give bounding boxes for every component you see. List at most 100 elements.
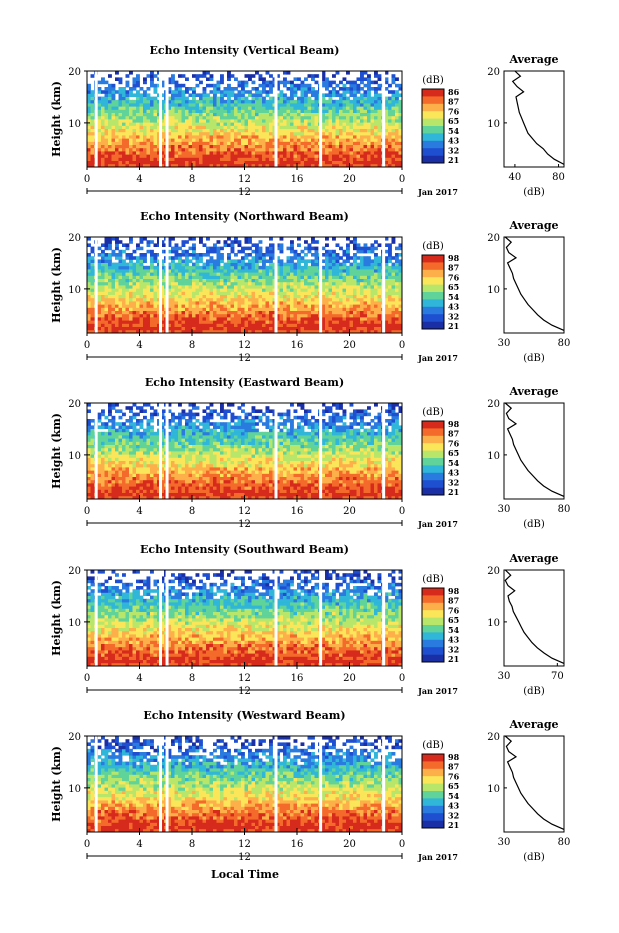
heatmap-cell bbox=[308, 113, 312, 117]
heatmap-cell bbox=[255, 307, 259, 311]
heatmap-cell bbox=[367, 298, 371, 302]
heatmap-cell bbox=[378, 298, 382, 302]
heatmap-cell bbox=[304, 106, 308, 110]
heatmap-cell bbox=[122, 272, 126, 276]
heatmap-cell bbox=[350, 103, 354, 107]
heatmap-cell bbox=[311, 247, 315, 251]
heatmap-cell bbox=[304, 116, 308, 120]
heatmap-cell bbox=[196, 327, 200, 331]
heatmap-cell bbox=[101, 250, 105, 254]
heatmap-cell bbox=[108, 486, 112, 490]
heatmap-cell bbox=[217, 320, 221, 324]
heatmap-cell bbox=[136, 122, 140, 126]
heatmap-cell bbox=[140, 247, 144, 251]
heatmap-cell bbox=[287, 141, 291, 145]
heatmap-cell bbox=[269, 311, 273, 315]
heatmap-cell bbox=[357, 135, 361, 139]
heatmap-cell bbox=[308, 138, 312, 142]
heatmap-cell bbox=[395, 263, 399, 267]
heatmap-cell bbox=[231, 122, 235, 126]
heatmap-cell bbox=[388, 138, 392, 142]
heatmap-cell bbox=[87, 148, 91, 152]
heatmap-cell bbox=[91, 74, 95, 78]
heatmap-cell bbox=[210, 323, 214, 327]
heatmap-cell bbox=[234, 119, 238, 123]
heatmap-cell bbox=[108, 493, 112, 497]
heatmap-cell bbox=[350, 285, 354, 289]
heatmap-cell bbox=[98, 441, 102, 445]
heatmap-cell bbox=[136, 311, 140, 315]
heatmap-cell bbox=[325, 275, 329, 279]
heatmap-cell bbox=[112, 282, 116, 286]
heatmap-cell bbox=[140, 161, 144, 165]
heatmap-cell bbox=[143, 237, 147, 241]
heatmap-cell bbox=[255, 93, 259, 97]
heatmap-cell bbox=[213, 291, 217, 295]
heatmap-cell bbox=[199, 74, 203, 78]
heatmap-cell bbox=[304, 327, 308, 331]
heatmap-cell bbox=[336, 320, 340, 324]
heatmap-cell bbox=[374, 122, 378, 126]
heatmap-cell bbox=[392, 141, 396, 145]
date-label: Jan 2017 bbox=[417, 353, 458, 363]
heatmap-cell bbox=[367, 93, 371, 97]
heatmap-cell bbox=[171, 151, 175, 155]
heatmap-cell bbox=[140, 285, 144, 289]
heatmap-cell bbox=[346, 90, 350, 94]
heatmap-cell bbox=[350, 119, 354, 123]
heatmap-cell bbox=[224, 151, 228, 155]
heatmap-cell bbox=[364, 122, 368, 126]
heatmap-cell bbox=[98, 119, 102, 123]
heatmap-cell bbox=[220, 122, 224, 126]
heatmap-cell bbox=[108, 272, 112, 276]
heatmap-cell bbox=[245, 272, 249, 276]
heatmap-cell bbox=[360, 74, 364, 78]
heatmap-cell bbox=[189, 314, 193, 318]
heatmap-cell bbox=[175, 247, 179, 251]
x-tick-label: 8 bbox=[189, 340, 195, 351]
heatmap-cell bbox=[280, 298, 284, 302]
heatmap-cell bbox=[238, 109, 242, 113]
panel-0: Echo Intensity (Vertical Beam)2010Height… bbox=[50, 44, 565, 198]
heatmap-cell bbox=[182, 74, 186, 78]
heatmap-cell bbox=[374, 317, 378, 321]
heatmap-cell bbox=[269, 298, 273, 302]
heatmap-cell bbox=[87, 298, 91, 302]
heatmap-cell bbox=[227, 119, 231, 123]
heatmap-cell bbox=[388, 279, 392, 283]
heatmap-cell bbox=[315, 145, 319, 149]
heatmap-cell bbox=[371, 263, 375, 267]
heatmap-cell bbox=[378, 116, 382, 120]
heatmap-cell bbox=[367, 119, 371, 123]
heatmap-cell bbox=[311, 103, 315, 107]
heatmap-cell bbox=[255, 154, 259, 158]
heatmap-cell bbox=[213, 145, 217, 149]
heatmap-cell bbox=[91, 432, 95, 436]
heatmap-cell bbox=[175, 279, 179, 283]
heatmap-cell bbox=[154, 295, 158, 299]
heatmap-cell bbox=[185, 304, 189, 308]
heatmap-cell bbox=[280, 301, 284, 305]
heatmap-cell bbox=[217, 106, 221, 110]
heatmap-cell bbox=[374, 116, 378, 120]
heatmap-cell bbox=[332, 81, 336, 85]
heatmap-cell bbox=[115, 253, 119, 257]
heatmap-cell bbox=[143, 145, 147, 149]
heatmap-cell bbox=[329, 135, 333, 139]
heatmap-cell bbox=[346, 138, 350, 142]
heatmap-cell bbox=[213, 87, 217, 91]
heatmap-cell bbox=[203, 253, 207, 257]
heatmap-cell bbox=[266, 314, 270, 318]
heatmap-cell bbox=[210, 100, 214, 104]
heatmap-cell bbox=[245, 106, 249, 110]
heatmap-cell bbox=[133, 154, 137, 158]
heatmap-cell bbox=[241, 301, 245, 305]
heatmap-cell bbox=[143, 320, 147, 324]
heatmap-cell bbox=[91, 477, 95, 481]
heatmap-cell bbox=[346, 106, 350, 110]
heatmap-cell bbox=[371, 106, 375, 110]
heatmap-cell bbox=[206, 106, 210, 110]
heatmap-cell bbox=[374, 253, 378, 257]
heatmap-cell bbox=[287, 291, 291, 295]
heatmap-cell bbox=[112, 154, 116, 158]
